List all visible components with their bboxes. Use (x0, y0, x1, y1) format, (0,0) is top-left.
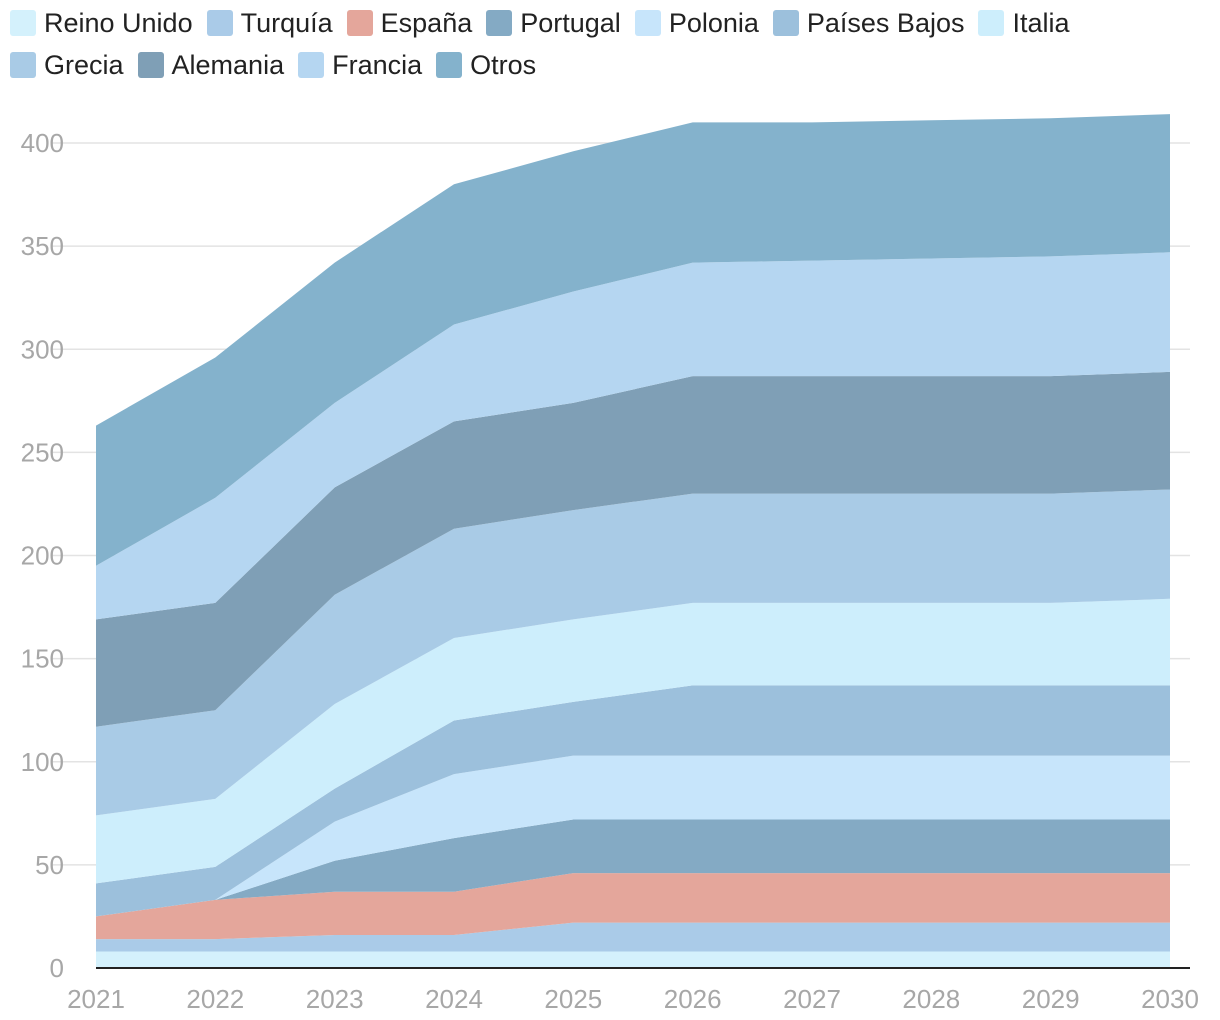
area-turquia (96, 922, 1170, 952)
legend-swatch (206, 10, 233, 36)
area-grecia (96, 489, 1170, 816)
x-axis-tick-labels: 2021 2022 2023 2024 2025 2026 2027 2028 2029 2030 (67, 984, 1199, 1014)
x-tick-label: 2025 (544, 984, 602, 1014)
legend-item-otros: Otros (436, 48, 536, 82)
legend-item-polonia: Polonia (634, 6, 759, 40)
chart-legend: Reino Unido Turquía España Portugal Polonia P… (10, 6, 1210, 82)
legend-swatch (10, 52, 36, 78)
area-reino-unido (96, 951, 1170, 968)
area-otros (96, 114, 1170, 566)
legend-swatch (978, 10, 1005, 36)
legend-label: Grecia (44, 49, 124, 80)
x-tick-label: 2023 (306, 984, 364, 1014)
legend-label: Francia (332, 49, 423, 80)
y-tick-label: 100 (21, 747, 64, 777)
area-portugal (96, 819, 1170, 917)
x-tick-label: 2029 (1022, 984, 1080, 1014)
legend-label: Polonia (668, 7, 759, 38)
y-tick-label: 250 (21, 437, 64, 467)
area-francia (96, 252, 1170, 620)
area-espana (96, 873, 1170, 940)
y-tick-label: 300 (21, 334, 64, 364)
legend-item-francia: Francia (298, 48, 422, 82)
legend-swatch (436, 52, 463, 78)
x-tick-label: 2028 (902, 984, 960, 1014)
x-tick-label: 2021 (67, 984, 125, 1014)
legend-swatch (346, 10, 373, 36)
y-axis-tick-labels: 0 50 100 150 200 250 300 350 400 (21, 128, 64, 983)
legend-swatch (298, 52, 325, 78)
x-tick-label: 2027 (783, 984, 841, 1014)
legend-swatch (486, 10, 513, 36)
area-paises-bajos (96, 685, 1170, 917)
x-tick-label: 2022 (186, 984, 244, 1014)
y-tick-label: 350 (21, 231, 64, 261)
legend-item-portugal: Portugal (486, 6, 621, 40)
legend-item-paises-bajos: Países Bajos (772, 6, 965, 40)
x-tick-label: 2030 (1141, 984, 1199, 1014)
area-alemania (96, 371, 1170, 727)
legend-swatch (137, 52, 164, 78)
legend-item-reino-unido: Reino Unido (10, 6, 193, 40)
area-series-layer (96, 114, 1170, 968)
area-polonia (96, 755, 1170, 917)
legend-item-italia: Italia (978, 6, 1070, 40)
y-tick-label: 150 (21, 644, 64, 674)
legend-label: Turquía (240, 7, 333, 38)
legend-swatch (10, 10, 36, 36)
area-italia (96, 598, 1170, 884)
legend-swatch (772, 10, 799, 36)
legend-label: España (380, 7, 473, 38)
y-tick-label: 200 (21, 541, 64, 571)
y-tick-label: 0 (50, 953, 64, 983)
y-tick-label: 400 (21, 128, 64, 158)
legend-swatch (634, 10, 661, 36)
legend-label: Países Bajos (806, 7, 965, 38)
legend-label: Alemania (171, 49, 285, 80)
legend-label: Portugal (520, 7, 621, 38)
x-tick-label: 2024 (425, 984, 483, 1014)
legend-label: Reino Unido (44, 7, 193, 38)
legend-label: Italia (1012, 7, 1070, 38)
y-tick-label: 50 (35, 850, 64, 880)
legend-label: Otros (470, 49, 537, 80)
legend-item-grecia: Grecia (10, 48, 124, 82)
legend-item-turquia: Turquía (206, 6, 333, 40)
x-tick-label: 2026 (664, 984, 722, 1014)
legend-item-alemania: Alemania (137, 48, 285, 82)
legend-item-espana: España (346, 6, 473, 40)
